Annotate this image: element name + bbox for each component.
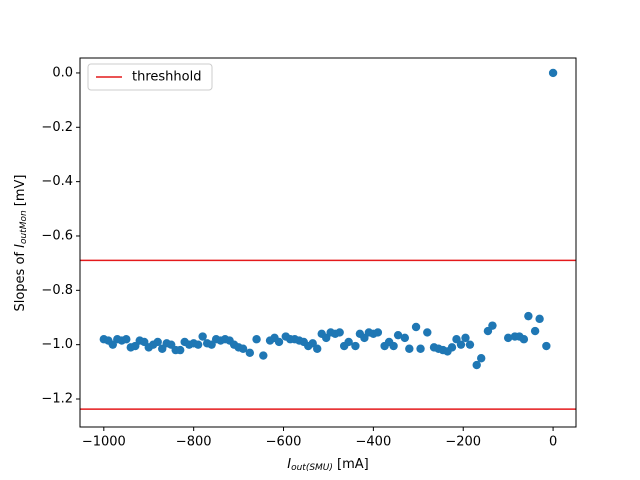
- x-axis-label: Iout(SMU) [mA]: [287, 457, 369, 473]
- y-tick-label: −1.2: [41, 392, 73, 407]
- data-point: [524, 311, 533, 321]
- data-point: [393, 330, 403, 340]
- x-label-var: I: [287, 457, 291, 472]
- x-label-sub: out(SMU): [291, 463, 333, 473]
- x-tick-label: −200: [445, 435, 481, 450]
- data-point: [447, 343, 457, 352]
- data-point: [198, 332, 207, 341]
- data-point: [252, 335, 261, 344]
- y-tick-label: −1.0: [41, 337, 73, 352]
- data-point: [274, 337, 284, 347]
- y-label-unit: [mV]: [13, 174, 28, 210]
- data-point: [389, 341, 398, 351]
- data-point: [477, 354, 486, 363]
- data-point: [423, 328, 432, 337]
- data-point: [548, 68, 558, 78]
- data-point: [313, 344, 322, 353]
- data-point: [503, 333, 513, 343]
- data-point: [405, 344, 414, 353]
- data-point: [245, 348, 255, 358]
- data-point: [259, 351, 268, 360]
- y-tick-label: 0.0: [52, 65, 73, 80]
- data-point: [193, 340, 203, 349]
- plot-frame: [79, 57, 577, 428]
- y-label-var: I: [13, 244, 28, 248]
- y-tick-label: −0.4: [41, 174, 73, 189]
- x-tick-label: −400: [356, 435, 392, 450]
- data-point: [400, 333, 410, 343]
- data-point: [535, 314, 544, 324]
- data-point: [472, 360, 481, 370]
- data-point: [456, 340, 466, 349]
- x-tick-label: −800: [176, 435, 212, 450]
- x-tick-label: −600: [266, 435, 302, 450]
- x-tick-label: 0: [549, 435, 557, 450]
- data-point: [153, 337, 162, 347]
- y-axis-label: Slopes of IoutMon [mV]: [13, 174, 29, 311]
- legend-box: [87, 63, 213, 91]
- data-point: [542, 341, 551, 351]
- data-point: [488, 321, 497, 330]
- data-point: [351, 341, 360, 351]
- y-tick-label: −0.8: [41, 283, 73, 298]
- data-point: [411, 322, 421, 332]
- data-point: [373, 328, 383, 337]
- data-point: [238, 344, 248, 353]
- data-point: [175, 345, 185, 355]
- data-point: [530, 326, 540, 336]
- data-point: [465, 340, 475, 349]
- data-point: [344, 337, 353, 347]
- x-label-unit: [mA]: [333, 457, 369, 472]
- y-label-sub: outMon: [19, 210, 29, 244]
- data-point: [122, 335, 131, 344]
- x-tick-label: −1000: [82, 435, 126, 450]
- y-tick-label: −0.6: [41, 228, 73, 243]
- data-point: [335, 328, 344, 337]
- y-label-prefix: Slopes of: [13, 248, 28, 312]
- data-point: [416, 344, 425, 353]
- legend-label: threshhold: [132, 70, 201, 85]
- data-point: [519, 335, 529, 344]
- y-tick-label: −0.2: [41, 120, 73, 135]
- data-point: [461, 333, 470, 343]
